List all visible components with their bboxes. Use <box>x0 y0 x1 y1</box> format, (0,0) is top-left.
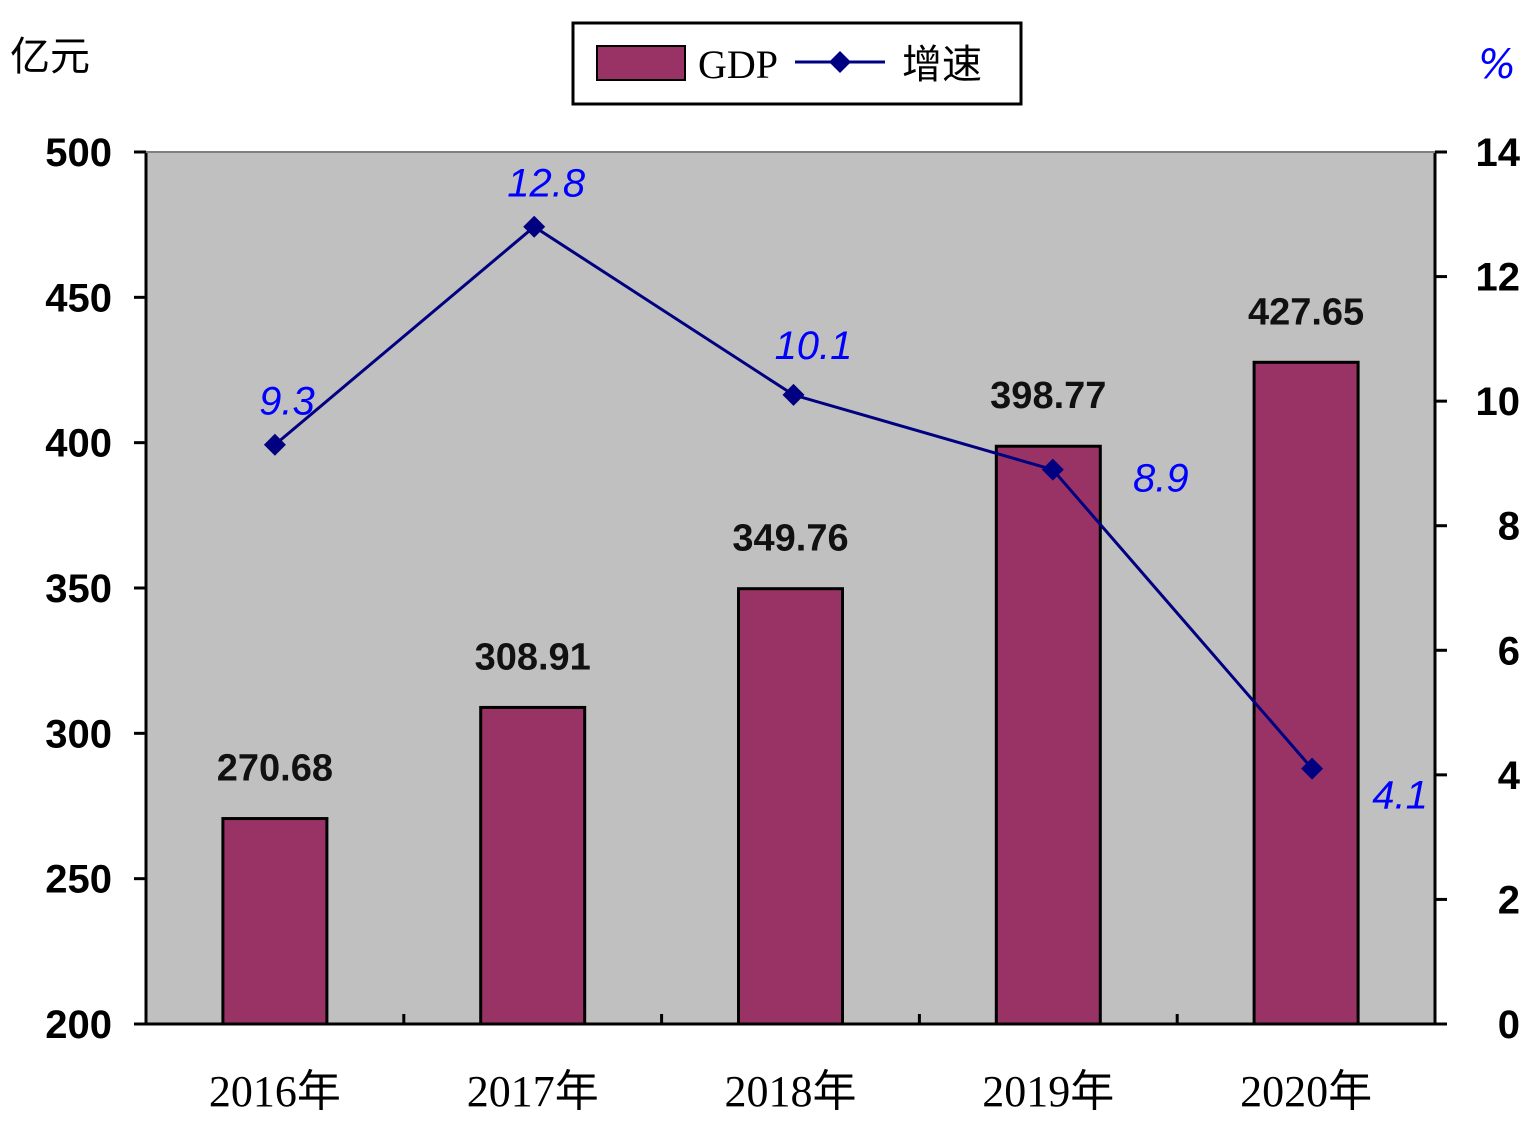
bar-2016年 <box>221 817 329 1026</box>
bar-label-2020年: 427.65 <box>1248 291 1364 333</box>
growth-marker-2017年 <box>523 215 546 238</box>
bars-layer <box>221 360 1360 1026</box>
left-tick-label-300: 300 <box>45 712 112 756</box>
bar-label-2018年: 349.76 <box>732 518 848 560</box>
right-tick-label-14: 14 <box>1476 131 1521 175</box>
bar-label-2016年: 270.68 <box>217 748 333 790</box>
bar-labels-layer: 270.68 308.91 349.76 398.77 427.65 <box>217 291 1364 789</box>
x-tick-label-2018年: 2018年 <box>725 1067 857 1116</box>
left-tick-label-400: 400 <box>45 422 112 466</box>
left-tick-label-450: 450 <box>45 276 112 320</box>
right-axis-unit: % <box>1478 42 1516 88</box>
bar-2017年 <box>479 705 587 1026</box>
bar-2020年 <box>1252 360 1360 1026</box>
left-tick-label-250: 250 <box>45 858 112 902</box>
left-tick-label-500: 500 <box>45 131 112 175</box>
legend-gdp-swatch <box>596 45 686 81</box>
growth-label-2018年: 10.1 <box>775 324 853 368</box>
right-tick-label-10: 10 <box>1476 380 1521 424</box>
line-layer: 9.3 12.8 10.1 8.9 4.1 <box>259 162 1428 818</box>
growth-marker-2020年 <box>1301 757 1324 780</box>
axes-layer: 200 250 300 350 400 450 500 0 2 4 6 8 10 12 14 2016年 201… <box>45 131 1521 1116</box>
x-tick-label-2016年: 2016年 <box>209 1067 341 1116</box>
right-tick-label-12: 12 <box>1476 256 1521 300</box>
legend-growth-marker <box>829 51 851 73</box>
x-tick-label-2020年: 2020年 <box>1240 1067 1372 1116</box>
growth-marker-2018年 <box>782 383 805 406</box>
growth-marker-2019年 <box>1041 458 1064 481</box>
legend-growth-label: 增速 <box>902 42 982 87</box>
right-tick-label-4: 4 <box>1498 754 1521 798</box>
growth-marker-2016年 <box>263 433 286 456</box>
x-tick-label-2019年: 2019年 <box>982 1067 1114 1116</box>
bar-2018年 <box>737 587 844 1026</box>
right-tick-label-0: 0 <box>1498 1003 1520 1047</box>
right-tick-label-2: 2 <box>1498 878 1520 922</box>
growth-label-2017年: 12.8 <box>507 162 586 206</box>
growth-label-2020年: 4.1 <box>1372 774 1428 818</box>
legend-gdp-label: GDP <box>698 42 778 87</box>
right-tick-label-8: 8 <box>1498 505 1520 549</box>
x-tick-label-2017年: 2017年 <box>467 1067 599 1116</box>
bar-2019年 <box>994 444 1102 1026</box>
right-tick-label-6: 6 <box>1498 629 1520 673</box>
growth-label-2016年: 9.3 <box>259 380 315 424</box>
bar-label-2019年: 398.77 <box>990 375 1106 417</box>
left-tick-label-350: 350 <box>45 567 112 611</box>
bar-label-2017年: 308.91 <box>475 636 591 678</box>
left-tick-label-200: 200 <box>45 1003 112 1047</box>
growth-label-2019年: 8.9 <box>1133 457 1189 501</box>
left-axis-unit: 亿元 <box>10 34 90 80</box>
legend: GDP 增速 <box>571 21 1023 106</box>
